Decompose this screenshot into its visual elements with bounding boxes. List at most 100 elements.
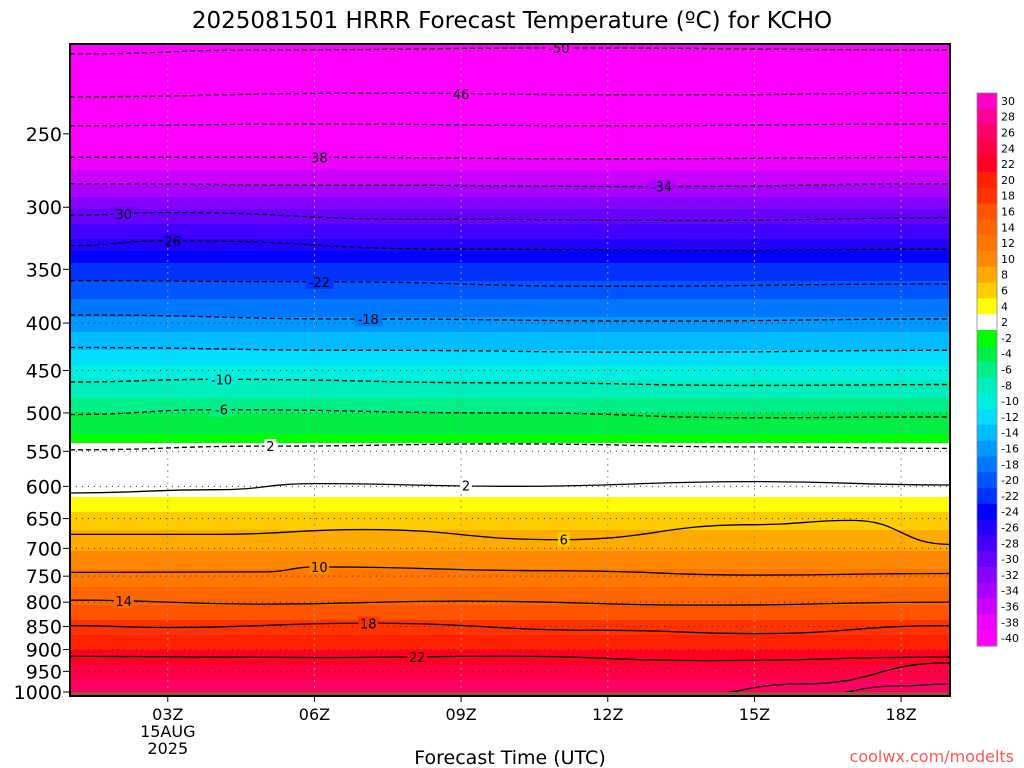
contour-label: 14 — [116, 595, 133, 610]
temperature-band — [70, 236, 950, 240]
temperature-band — [70, 401, 950, 405]
temperature-band — [70, 317, 950, 321]
temperature-band — [70, 353, 950, 357]
temperature-band — [70, 332, 950, 336]
temperature-band — [70, 311, 950, 315]
temperature-band — [70, 650, 950, 654]
x-tick-label: 09Z — [445, 705, 476, 724]
colorbar-swatch — [977, 298, 997, 315]
contour--22 — [70, 280, 950, 287]
colorbar-swatch — [977, 519, 997, 536]
temperature-band — [70, 503, 950, 507]
colorbar-label: 8 — [1001, 269, 1008, 282]
temperature-band — [70, 572, 950, 576]
temperature-band — [70, 392, 950, 396]
temperature-band — [70, 668, 950, 672]
temperature-band — [70, 371, 950, 375]
colorbar-swatch — [977, 314, 997, 331]
temperature-band — [70, 587, 950, 591]
temperature-band — [70, 266, 950, 270]
contour-label: 2 — [462, 480, 470, 495]
colorbar-swatch — [977, 535, 997, 552]
colorbar-label: -10 — [1001, 395, 1019, 408]
colorbar-swatch — [977, 93, 997, 110]
temperature-band — [70, 389, 950, 393]
temperature-band — [70, 320, 950, 324]
colorbar-label: -30 — [1001, 553, 1019, 566]
colorbar-label: 12 — [1001, 237, 1015, 250]
temperature-band — [70, 446, 950, 450]
contour-label: -50 — [548, 42, 569, 57]
temperature-band — [70, 599, 950, 603]
temperature-band — [70, 308, 950, 312]
y-tick-label: 550 — [26, 441, 62, 463]
colorbar-swatch — [977, 456, 997, 473]
temperature-band — [70, 551, 950, 555]
x-tick-label: 03Z — [152, 705, 183, 724]
temperature-band — [70, 422, 950, 426]
temperature-band — [70, 98, 950, 102]
colorbar-swatch — [977, 266, 997, 284]
colorbar-label: 6 — [1001, 285, 1008, 298]
temperature-band — [70, 293, 950, 297]
temperature-band — [70, 521, 950, 525]
y-tick-label: 700 — [26, 538, 62, 560]
temperature-band — [70, 377, 950, 381]
temperature-band — [70, 494, 950, 498]
contour-label: -18 — [358, 313, 379, 328]
temperature-band — [70, 161, 950, 165]
temperature-band — [70, 116, 950, 120]
temperature-band — [70, 368, 950, 372]
colorbar-swatch — [977, 440, 997, 457]
temperature-band — [70, 527, 950, 531]
temperature-band — [70, 53, 950, 57]
temperature-band — [70, 167, 950, 171]
temperature-band — [70, 242, 950, 246]
temperature-band — [70, 245, 950, 249]
contour-label-bg — [544, 44, 573, 56]
temperature-band — [70, 578, 950, 582]
temperature-band — [70, 224, 950, 228]
temperature-band — [70, 665, 950, 669]
colorbar-swatch — [977, 330, 997, 347]
temperature-band — [70, 620, 950, 624]
temperature-color-fill — [70, 44, 950, 696]
contour--34 — [70, 183, 950, 188]
temperature-band — [70, 458, 950, 462]
colorbar-swatch — [977, 582, 997, 600]
colorbar-frame — [976, 92, 998, 647]
temperature-band — [70, 659, 950, 663]
temperature-band — [70, 479, 950, 483]
contour--6 — [70, 409, 950, 419]
temperature-band — [70, 419, 950, 423]
colorbar-label: 18 — [1001, 190, 1015, 203]
contour-label-bg — [113, 206, 134, 221]
temperature-band — [70, 71, 950, 75]
colorbar-label: 30 — [1001, 95, 1015, 108]
temperature-band — [70, 518, 950, 522]
temperature-band — [70, 299, 950, 303]
temperature-band — [70, 581, 950, 585]
temperature-band — [70, 158, 950, 162]
y-tick-label: 400 — [26, 313, 62, 335]
temperature-band — [70, 548, 950, 552]
x-tick-label: 15Z — [739, 705, 770, 724]
temperature-band — [70, 80, 950, 84]
temperature-band — [70, 404, 950, 408]
temperature-band — [70, 542, 950, 546]
contour-label-bg — [305, 274, 334, 289]
temperature-band — [70, 185, 950, 189]
temperature-band — [70, 140, 950, 144]
temperature-band — [70, 380, 950, 384]
temperature-band — [70, 131, 950, 135]
contour-label-bg — [354, 312, 383, 327]
temperature-band — [70, 128, 950, 132]
temperature-band — [70, 464, 950, 468]
temperature-band — [70, 602, 950, 606]
colorbar-swatch — [977, 251, 997, 268]
colorbar-label: -6 — [1001, 364, 1012, 377]
temperature-band — [70, 215, 950, 219]
colorbar-label: -14 — [1001, 427, 1019, 440]
temperature-band — [70, 575, 950, 579]
